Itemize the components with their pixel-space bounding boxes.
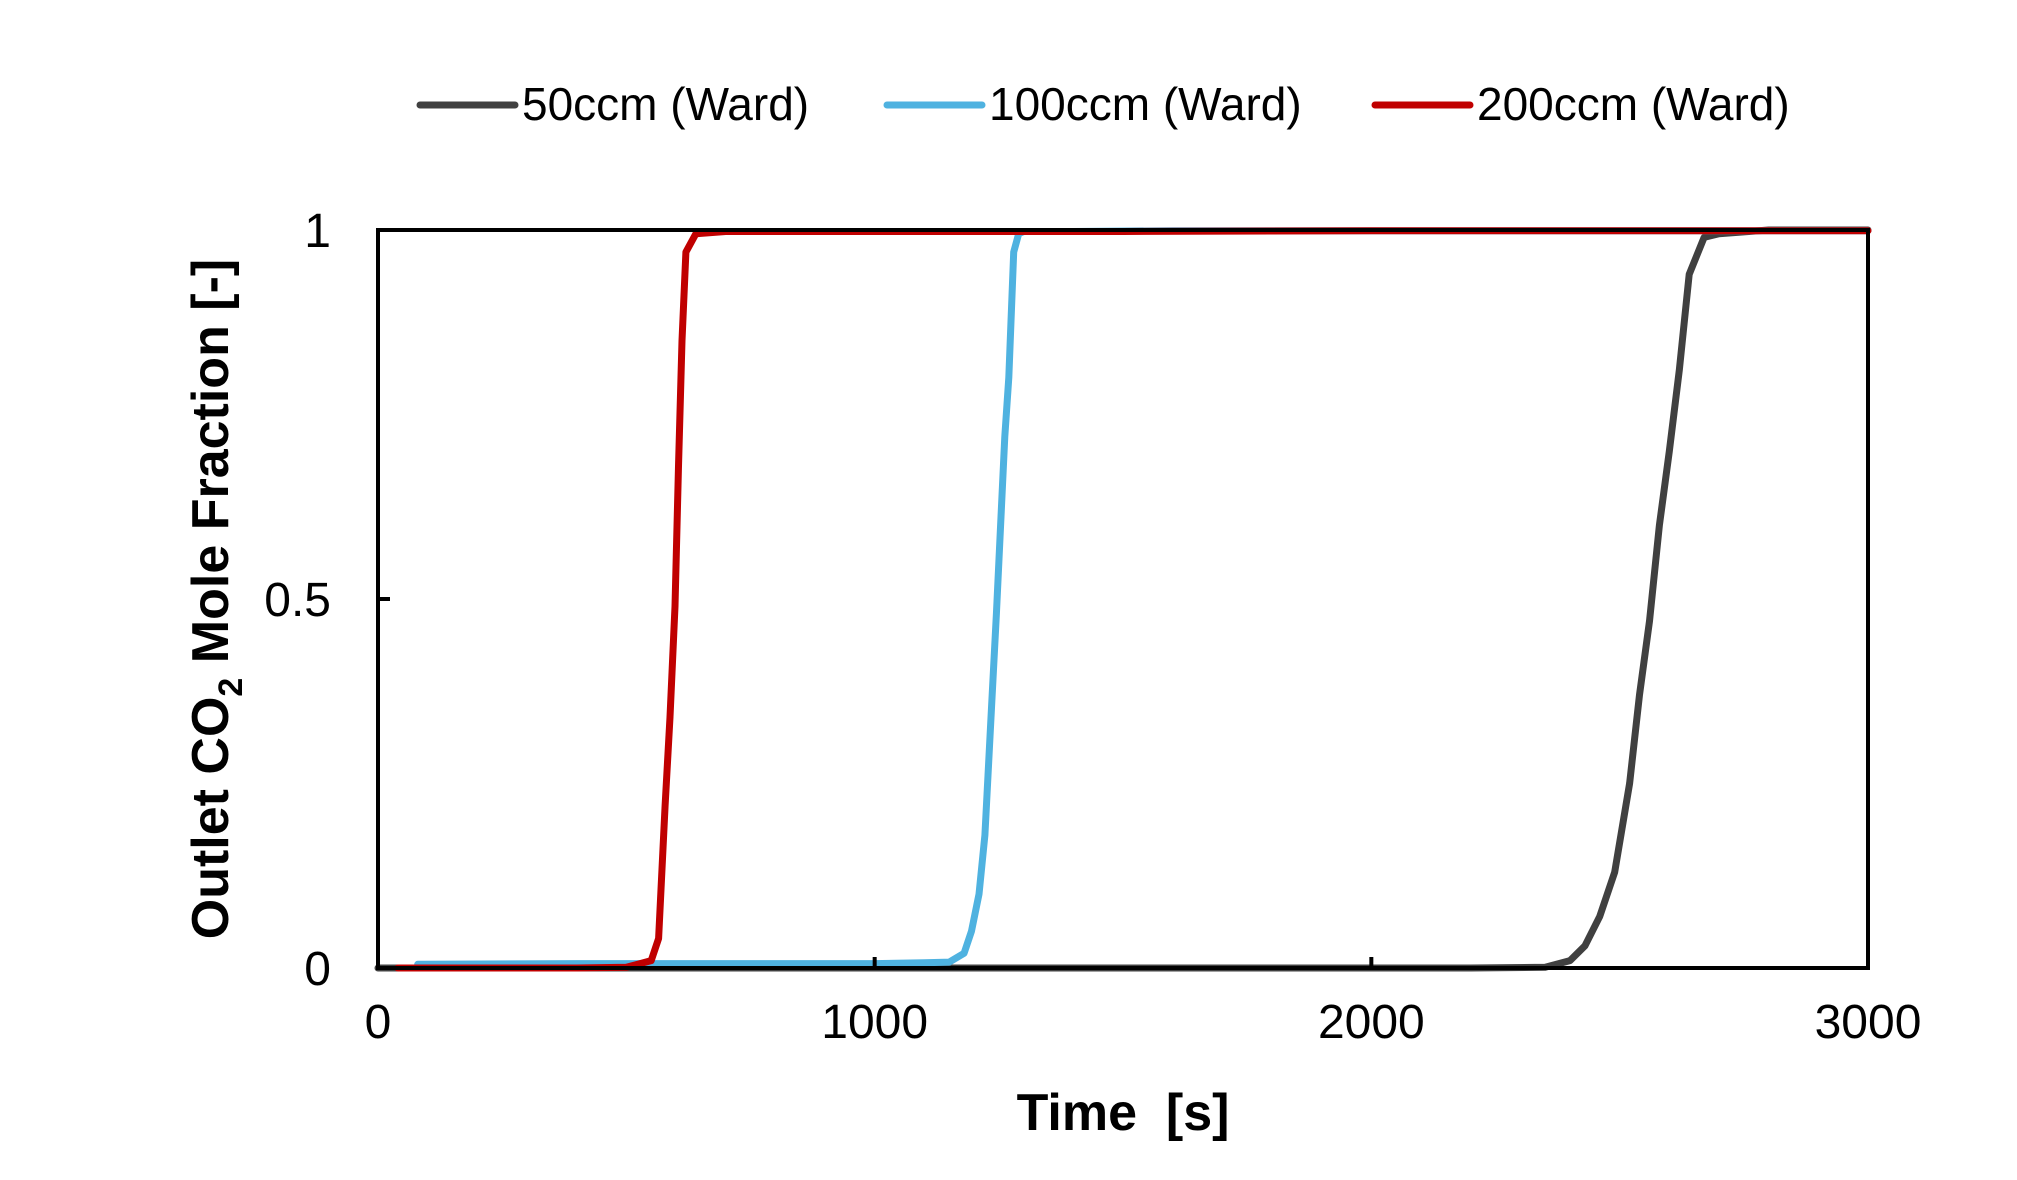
legend-label-200ccm: 200ccm (Ward) xyxy=(1477,78,1790,130)
y-tick-label: 0.5 xyxy=(264,574,331,627)
axes: 0 1000 2000 3000 0 0.5 1 xyxy=(264,205,1921,1049)
y-tick-label: 1 xyxy=(304,205,331,258)
series-line-200ccm xyxy=(394,227,1872,972)
legend-label-50ccm: 50ccm (Ward) xyxy=(522,78,809,130)
x-tick-label: 2000 xyxy=(1318,996,1425,1049)
x-tick-label: 0 xyxy=(365,996,392,1049)
legend: 50ccm (Ward) 100ccm (Ward) 200ccm (Ward) xyxy=(416,78,1790,130)
y-axis-title-prefix: Outlet CO xyxy=(182,697,240,940)
x-tick-label: 3000 xyxy=(1815,996,1922,1049)
legend-item-200ccm: 200ccm (Ward) xyxy=(1371,78,1790,130)
legend-item-100ccm: 100ccm (Ward) xyxy=(883,78,1302,130)
series-group xyxy=(374,226,1872,972)
series-line-50ccm xyxy=(374,226,1872,972)
plot-frame xyxy=(376,228,1870,970)
y-axis-title: Outlet CO2 Mole Fraction [-] xyxy=(182,259,250,939)
legend-label-100ccm: 100ccm (Ward) xyxy=(989,78,1302,130)
legend-item-50ccm: 50ccm (Ward) xyxy=(416,78,809,130)
y-axis-title-suffix: Mole Fraction [-] xyxy=(182,259,240,678)
x-axis-title: Time [s] xyxy=(1017,1084,1230,1142)
y-axis-title-subscript: 2 xyxy=(212,678,250,697)
y-tick-label: 0 xyxy=(304,943,331,996)
x-tick-label: 1000 xyxy=(821,996,928,1049)
